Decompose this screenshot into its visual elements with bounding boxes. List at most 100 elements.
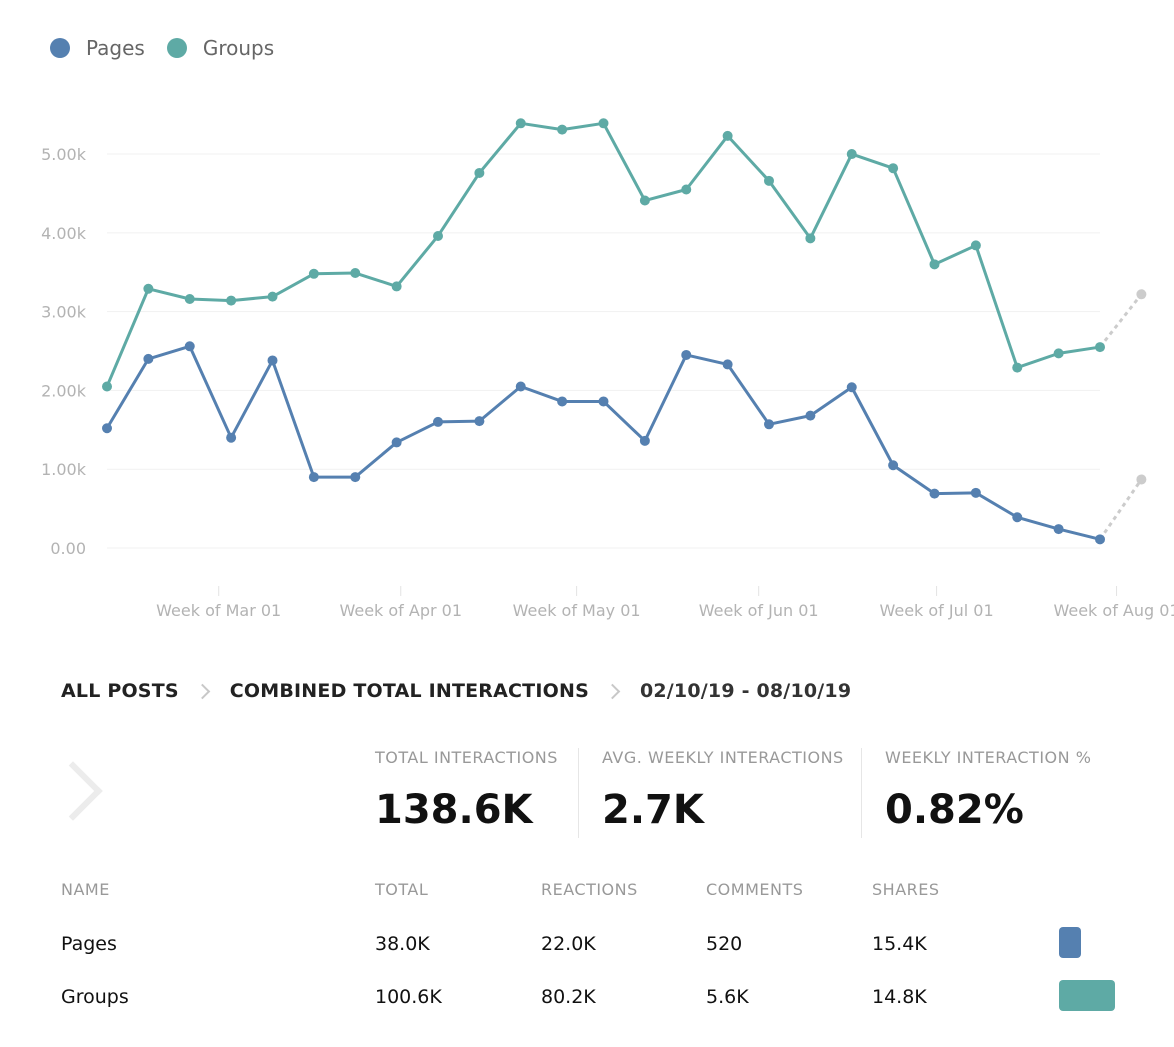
data-point-groups <box>557 124 568 135</box>
data-point-pages <box>764 419 774 430</box>
row-shares: 14.8K <box>872 986 927 1008</box>
legend-item-pages[interactable]: Pages <box>50 36 145 60</box>
data-point-pages <box>639 435 650 446</box>
data-point-pages <box>722 359 733 370</box>
row-reactions: 80.2K <box>541 986 596 1008</box>
series-line-groups <box>105 121 1101 388</box>
data-point-pages <box>308 472 319 483</box>
y-tick-label: 1.00k <box>41 460 87 479</box>
breadcrumb-all-posts[interactable]: ALL POSTS <box>61 680 179 702</box>
legend-label-groups: Groups <box>202 36 275 60</box>
chevron-right-icon <box>604 683 621 699</box>
stat-label: TOTAL INTERACTIONS <box>375 748 558 767</box>
stat-value: 0.82% <box>885 787 1024 833</box>
data-point-pages <box>598 396 609 407</box>
table-row[interactable]: Pages 38.0K 22.0K 520 15.4K <box>61 927 1121 986</box>
row-name: Groups <box>61 986 129 1008</box>
legend-dot-groups <box>166 38 187 58</box>
column-header-comments: COMMENTS <box>706 880 804 899</box>
data-point-pages <box>681 349 692 360</box>
stat-total-interactions: TOTAL INTERACTIONS 138.6K <box>375 748 558 833</box>
data-point-groups <box>1012 362 1023 373</box>
y-tick-label: 3.00k <box>41 303 87 322</box>
projection-line-groups <box>1098 293 1143 349</box>
stat-avg-weekly-interactions: AVG. WEEKLY INTERACTIONS 2.7K <box>602 748 844 833</box>
data-point-pages <box>1053 524 1064 535</box>
breadcrumb-metric[interactable]: COMBINED TOTAL INTERACTIONS <box>229 680 589 702</box>
data-point-groups <box>722 130 733 141</box>
legend-dot-pages <box>50 38 70 58</box>
data-point-groups <box>929 259 940 270</box>
share-bar-groups <box>1059 980 1115 1011</box>
row-total: 38.0K <box>375 933 430 955</box>
row-reactions: 22.0K <box>541 933 596 955</box>
data-point-groups <box>433 230 443 241</box>
breakdown-table: NAME TOTAL REACTIONS COMMENTS SHARES Pag… <box>61 880 1121 1039</box>
data-point-pages <box>267 355 278 366</box>
data-point-groups <box>764 175 774 186</box>
data-point-pages <box>143 353 154 364</box>
column-header-shares: SHARES <box>872 880 940 899</box>
stat-label: WEEKLY INTERACTION % <box>885 748 1092 767</box>
x-tick-label: Week of Apr 01 <box>339 601 462 620</box>
data-point-groups <box>1053 348 1064 359</box>
chevron-right-icon[interactable] <box>43 761 103 821</box>
data-point-groups <box>184 294 195 305</box>
row-comments: 520 <box>706 933 743 955</box>
data-point-groups <box>970 240 981 251</box>
data-point-pages <box>805 410 816 421</box>
data-point-groups <box>143 283 154 294</box>
data-point-groups <box>267 291 278 302</box>
stat-weekly-interaction-percent: WEEKLY INTERACTION % 0.82% <box>885 748 1091 833</box>
row-comments: 5.6K <box>706 986 749 1008</box>
x-tick-label: Week of Jul 01 <box>879 601 993 620</box>
stat-label: AVG. WEEKLY INTERACTIONS <box>602 748 844 767</box>
data-point-groups <box>598 118 609 129</box>
row-name: Pages <box>61 933 117 955</box>
stat-value: 138.6K <box>375 787 533 833</box>
projected-point-pages <box>1136 474 1147 485</box>
data-point-pages <box>391 437 402 448</box>
data-point-groups <box>639 195 650 206</box>
table-row[interactable]: Groups 100.6K 80.2K 5.6K 14.8K <box>61 980 1121 1039</box>
table-header-row: NAME TOTAL REACTIONS COMMENTS SHARES <box>61 880 1121 933</box>
data-point-pages <box>1095 534 1105 545</box>
data-point-groups <box>681 184 692 195</box>
data-point-groups <box>846 149 857 160</box>
data-point-pages <box>184 341 195 352</box>
divider <box>861 748 862 838</box>
data-point-groups <box>308 268 319 279</box>
legend-item-groups[interactable]: Groups <box>166 36 275 60</box>
data-point-groups <box>350 268 361 279</box>
data-point-groups <box>226 295 237 306</box>
data-point-pages <box>226 432 237 443</box>
chevron-right-icon <box>194 683 211 699</box>
legend-label-pages: Pages <box>86 36 145 60</box>
stat-value: 2.7K <box>602 787 704 833</box>
data-point-groups <box>474 167 485 178</box>
column-header-total: TOTAL <box>375 880 429 899</box>
column-header-name: NAME <box>61 880 110 899</box>
data-point-groups <box>102 381 112 392</box>
projected-point-groups <box>1136 289 1147 300</box>
x-tick-label: Week of May 01 <box>513 601 641 620</box>
data-point-groups <box>391 281 402 292</box>
data-point-pages <box>929 488 940 499</box>
data-point-pages <box>350 472 361 483</box>
series-line-pages <box>105 344 1101 541</box>
data-point-pages <box>474 416 485 427</box>
projection-line-pages <box>1098 478 1143 541</box>
x-tick-label: Week of Aug 01 <box>1053 601 1174 620</box>
line-chart: 0.00 1.00k 2.00k 3.00k 4.00k 5.00k Week of Mar… <box>41 118 1174 620</box>
data-point-pages <box>1012 512 1023 523</box>
data-point-groups <box>805 233 816 244</box>
data-point-pages <box>515 381 526 392</box>
breadcrumb-date-range[interactable]: 02/10/19 - 08/10/19 <box>639 680 852 702</box>
chart-legend: Pages Groups <box>50 36 274 60</box>
column-header-reactions: REACTIONS <box>541 880 638 899</box>
y-tick-label: 2.00k <box>41 381 87 400</box>
y-tick-label: 4.00k <box>41 224 87 243</box>
breadcrumb: ALL POSTS COMBINED TOTAL INTERACTIONS 02… <box>61 680 851 702</box>
y-tick-label: 0.00 <box>50 539 86 558</box>
data-point-pages <box>970 487 981 498</box>
